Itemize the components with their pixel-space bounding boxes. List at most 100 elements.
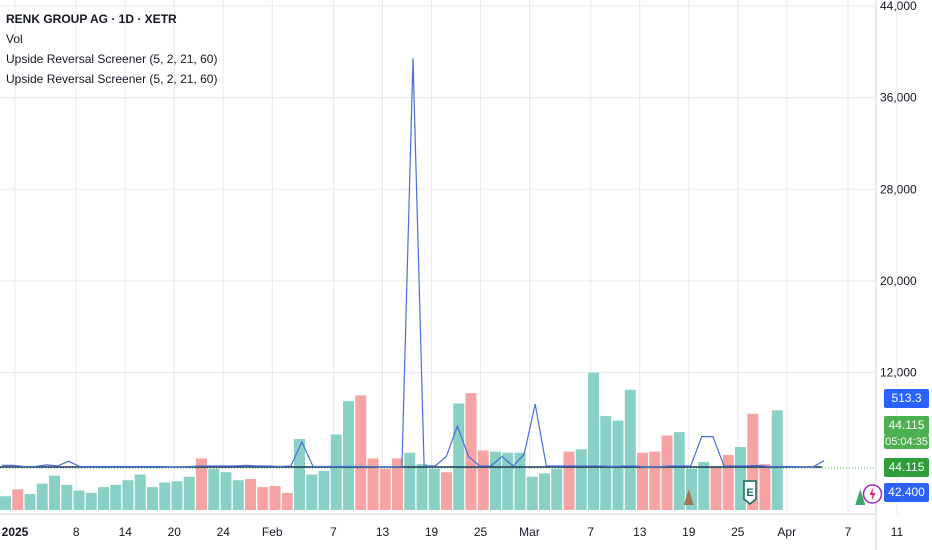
volume-bar [196,458,207,510]
volume-bar [649,451,661,510]
indicator-line [2,58,825,468]
x-tick-label: 7 [845,525,852,539]
volume-bar [171,481,183,510]
volume-bar [502,452,514,510]
chart-legend: RENK GROUP AG · 1D · XETR Vol Upside Rev… [6,9,217,89]
x-tick-label: 24 [217,525,231,539]
price-tag-blue-2: 42.400 [884,483,929,502]
x-tick-label: Feb [262,525,283,539]
volume-bar [673,432,685,510]
volume-bar [735,447,746,510]
volume-bar [686,468,697,510]
volume-bar [85,492,97,510]
x-tick-label: 25 [474,525,488,539]
volume-bar [526,476,538,510]
volume-bar [367,458,379,510]
volume-bar [257,487,269,510]
legend-indicator-reversal-1[interactable]: Upside Reversal Screener (5, 2, 21, 60) [6,52,218,66]
x-tick-label: 25 [731,525,745,539]
volume-bar [183,476,195,510]
volume-bar [563,451,575,510]
volume-bar [661,435,673,510]
earnings-marker [743,480,757,505]
volume-bar [771,410,783,510]
volume-bar [122,480,134,510]
volume-bar [624,389,636,510]
volume-bar [318,471,330,510]
volume-bar [441,472,452,510]
volume-bar [759,464,771,510]
volume-bar [539,473,550,510]
reversal-triangle-marker [855,489,866,505]
x-tick-label: Mar [519,525,540,539]
x-tick-label: 8 [73,525,80,539]
volume-bar [355,395,367,510]
volume-bar [612,420,624,510]
volume-bar [134,474,146,510]
y-tick-label: 28,000 [880,182,917,196]
reversal-triangle-marker [683,489,694,505]
volume-bar [428,468,440,510]
price-tag-green-2: 44.115 [884,458,929,477]
legend-title: RENK GROUP AG · 1D · XETR [6,12,177,26]
x-tick-label: 20 [168,525,182,539]
volume-bar [36,483,48,510]
volume-bar [551,468,563,510]
earnings-marker-label: E [746,487,753,499]
volume-bar [477,450,489,510]
volume-bar [281,492,293,510]
volume-bar [220,472,232,510]
volume-bar [61,484,73,510]
volume-bar [159,482,171,510]
volume-bar [600,416,612,510]
volume-bar [465,393,477,510]
volume-bar [637,452,648,510]
legend-indicator-reversal-2[interactable]: Upside Reversal Screener (5, 2, 21, 60) [6,72,218,86]
volume-bar [12,489,24,510]
volume-bar [698,461,710,510]
x-tick-label: 19 [682,525,696,539]
x-tick-label: 11 [891,525,904,539]
volume-bar [147,487,158,510]
volume-bar [294,438,305,510]
dividend-bolt-icon [869,487,876,501]
volume-bar [722,455,734,510]
x-tick-label: Apr [777,525,796,539]
volume-bar [208,468,220,510]
volume-bar [343,401,354,510]
volume-bar [392,458,403,510]
volume-bar [514,452,526,510]
legend-indicator-vol[interactable]: Vol [6,32,23,46]
volume-bar [404,452,416,510]
y-tick-label: 20,000 [880,274,917,288]
y-tick-label: 36,000 [880,91,917,105]
x-tick-label: 19 [425,525,439,539]
volume-bar [710,466,722,510]
volume-bar [73,490,85,510]
volume-bar [453,403,465,510]
countdown-tag: 05:04:35 [884,435,929,449]
volume-bar [747,413,759,510]
x-tick-label: 7 [330,525,337,539]
volume-bar [490,451,501,510]
volume-bar [110,484,122,510]
volume-bar [416,464,428,510]
volume-bar [232,480,244,510]
volume-bar [330,434,342,510]
x-tick-label: 13 [376,525,390,539]
x-tick-label: 7 [587,525,594,539]
volume-bar [245,479,256,510]
volume-bar [269,485,281,510]
volume-bar [49,475,60,510]
x-tick-label: 13 [633,525,647,539]
y-tick-label: 44,000 [880,0,917,13]
last-price-tag-blue: 513.3 [884,389,929,408]
x-tick-label: 14 [119,525,133,539]
volume-bar [24,493,36,510]
x-tick-label: 2025 [2,525,29,539]
volume-bar [588,372,599,510]
volume-bar [575,449,587,510]
y-tick-label: 12,000 [880,366,917,380]
volume-bar [0,496,11,510]
